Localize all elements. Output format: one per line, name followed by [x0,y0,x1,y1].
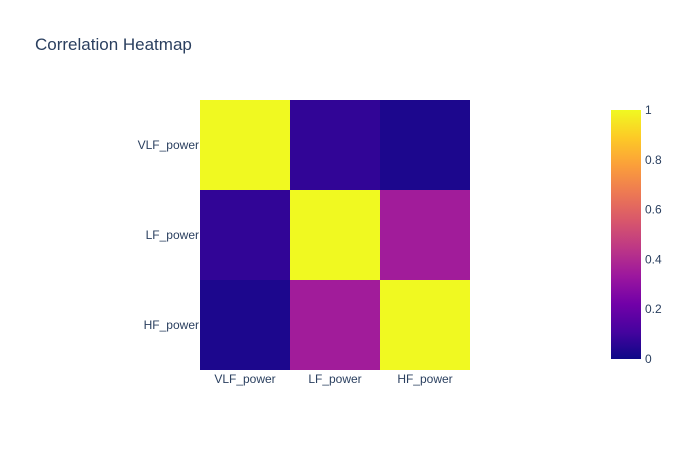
y-axis-ticks: VLF_power LF_power HF_power [138,138,199,332]
colorbar-tick-label: 0.8 [645,153,662,167]
heatmap-cell [380,190,470,280]
heatmap-cell [290,190,380,280]
chart-title: Correlation Heatmap [35,35,192,54]
y-tick-label: VLF_power [138,138,199,152]
y-tick-label: HF_power [144,318,199,332]
colorbar: 0 0.2 0.4 0.6 0.8 1 [611,103,662,366]
heatmap-cell [380,100,470,190]
colorbar-ticks: 0 0.2 0.4 0.6 0.8 1 [645,103,662,366]
x-tick-label: VLF_power [214,372,275,386]
colorbar-tick-label: 1 [645,103,652,117]
heatmap-cells [200,100,470,370]
colorbar-gradient [611,110,641,359]
colorbar-tick-label: 0.2 [645,302,662,316]
heatmap-cell [200,100,290,190]
heatmap-cell [200,190,290,280]
y-tick-label: LF_power [146,228,199,242]
heatmap-cell [290,280,380,370]
colorbar-tick-label: 0.4 [645,252,662,266]
heatmap-cell [200,280,290,370]
x-tick-label: HF_power [397,372,452,386]
colorbar-tick-label: 0 [645,352,652,366]
heatmap-cell [380,280,470,370]
x-axis-ticks: VLF_power LF_power HF_power [214,372,452,386]
colorbar-tick-label: 0.6 [645,203,662,217]
heatmap-cell [290,100,380,190]
x-tick-label: LF_power [308,372,361,386]
